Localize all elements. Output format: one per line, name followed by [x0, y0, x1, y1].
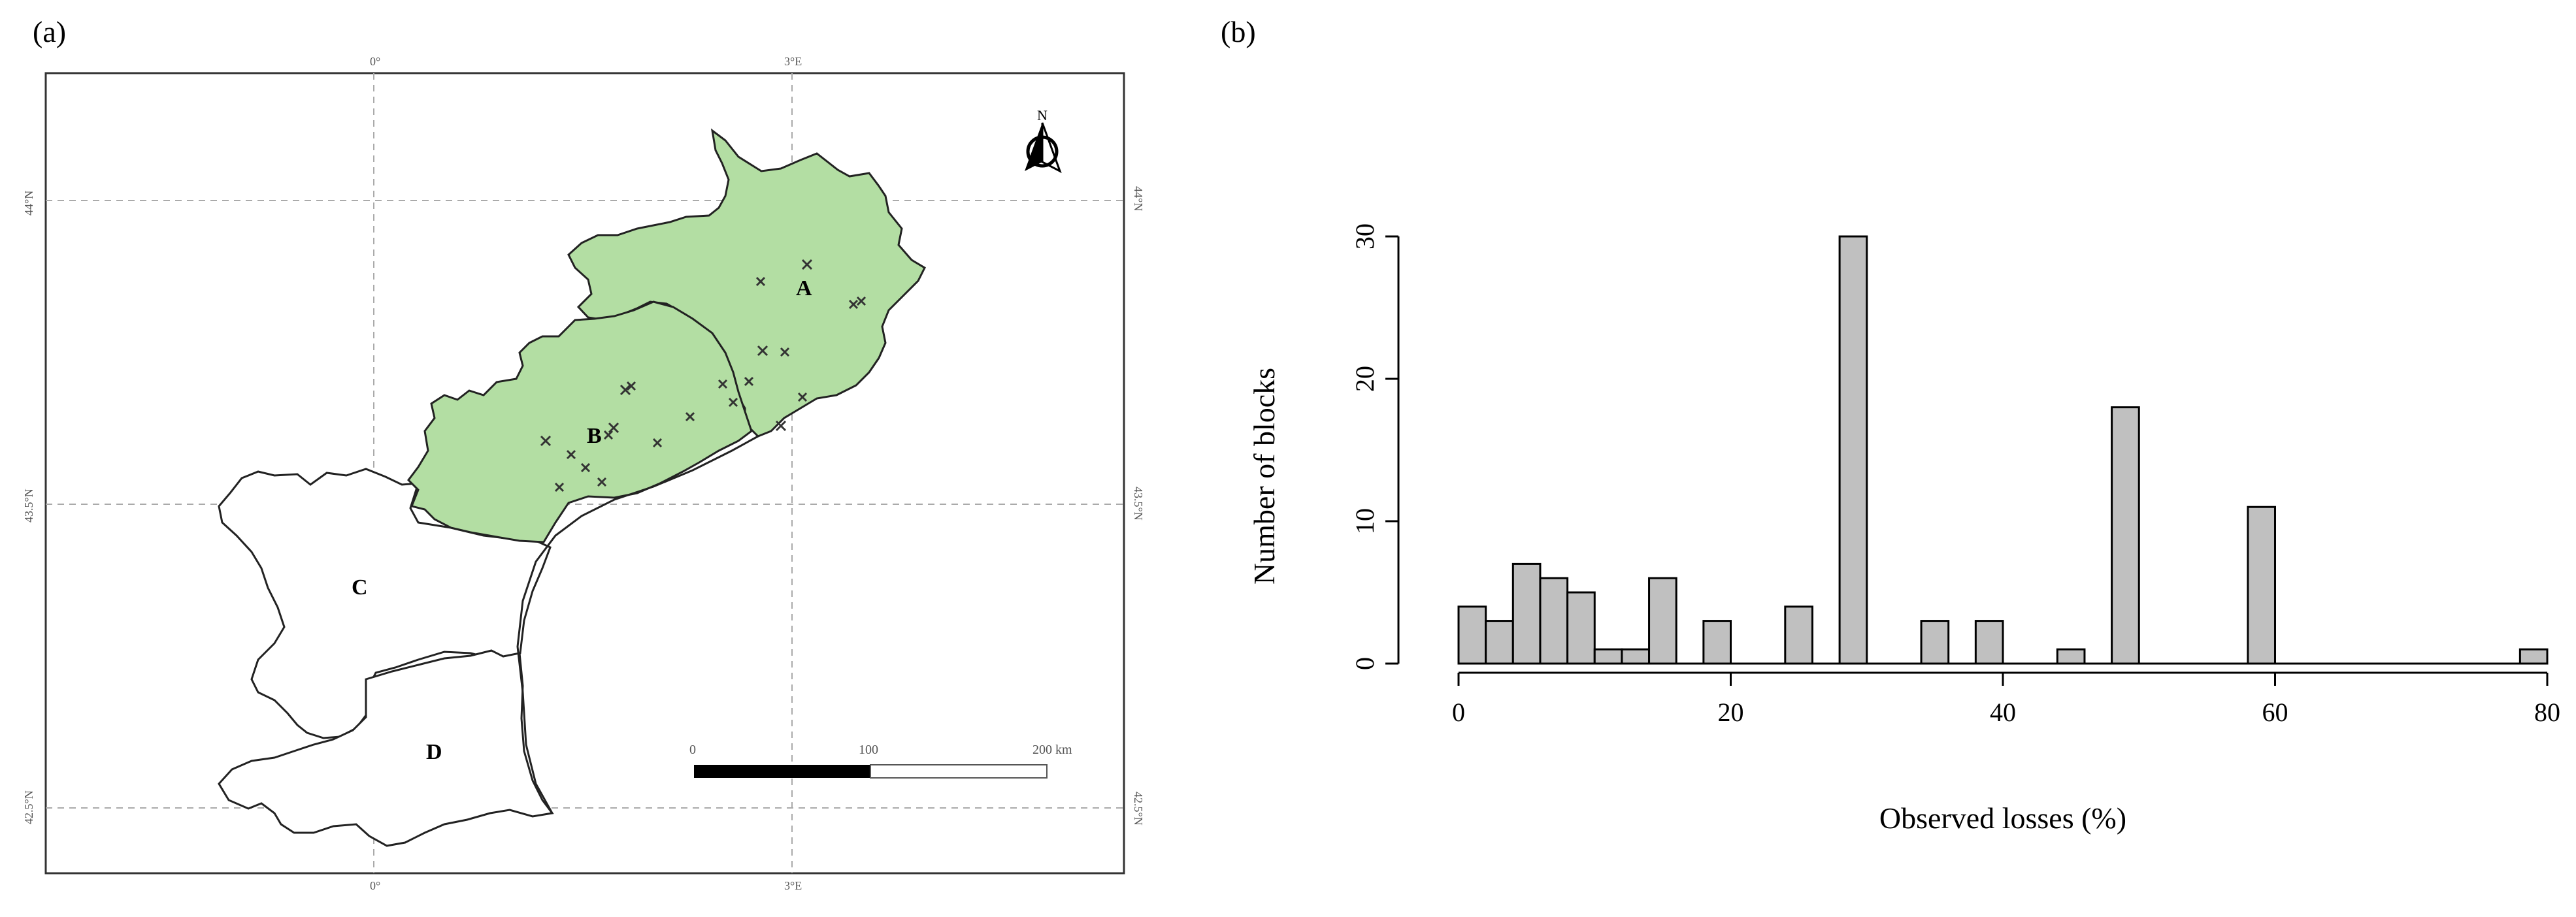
map-figure: 0° 3°E 0° 3°E 44°N 43.5°N 42.5°N 44°N 43…	[22, 55, 1145, 892]
histogram-bar-12	[1974, 620, 2004, 665]
histogram-bar-0	[1457, 605, 1487, 665]
histogram-bar-11	[1920, 620, 1950, 665]
lon-label-bottom-3e: 3°E	[784, 879, 802, 892]
histogram-bar-4	[1566, 591, 1596, 665]
histogram-bar-7	[1648, 577, 1677, 665]
scale-bar	[694, 764, 1048, 779]
lat-label-right-43-5: 43.5°N	[1132, 487, 1145, 521]
y-tick-label-10: 10	[1350, 508, 1379, 534]
histogram-bar-6	[1621, 648, 1651, 665]
coastline	[516, 435, 759, 814]
panel-label-b: (b)	[1221, 15, 1256, 48]
north-label: N	[1037, 107, 1048, 123]
histogram-bar-2	[1511, 562, 1542, 665]
lat-label-right-44: 44°N	[1132, 186, 1145, 211]
histogram-bar-15	[2247, 506, 2277, 665]
region-label-a: A	[796, 276, 812, 300]
north-arrow-icon	[1025, 122, 1062, 174]
y-tick-label-20: 20	[1350, 366, 1379, 392]
sample-markers	[540, 259, 867, 492]
region-label-d: D	[426, 740, 442, 764]
scale-tick-200: 200 km	[1032, 743, 1072, 757]
histogram-bar-5	[1593, 648, 1623, 665]
scale-tick-0: 0	[689, 743, 696, 757]
histogram-bar-9	[1784, 605, 1813, 665]
lat-label-left-43-5: 43.5°N	[22, 489, 35, 523]
x-tick-label-80: 80	[2534, 698, 2560, 727]
histogram-bar-16	[2518, 648, 2549, 665]
x-tick-label-0: 0	[1452, 698, 1465, 727]
panel-label-a: (a)	[33, 15, 67, 48]
histogram-bar-14	[2111, 406, 2140, 665]
histogram-axes: 0 20 40 60 80 0 10 20 30	[1350, 223, 2560, 727]
histogram-bar-3	[1539, 577, 1569, 665]
x-axis-title: Observed losses (%)	[1879, 801, 2126, 835]
y-tick-label-30: 30	[1350, 223, 1379, 249]
region-label-c: C	[352, 575, 368, 600]
x-tick-label-40: 40	[1990, 698, 2016, 727]
lon-label-top-3e: 3°E	[784, 55, 802, 68]
y-tick-label-0: 0	[1350, 657, 1379, 670]
lon-label-bottom-0: 0°	[370, 879, 380, 892]
lat-label-left-42-5: 42.5°N	[22, 790, 35, 824]
region-c	[218, 468, 552, 739]
histogram-bars	[1457, 235, 2549, 665]
histogram-bar-13	[2056, 648, 2086, 665]
y-axis-title: Number of blocks	[1247, 368, 1281, 585]
histogram-bar-1	[1485, 620, 1514, 665]
lat-label-left-44: 44°N	[22, 191, 35, 216]
scale-tick-100: 100	[859, 743, 878, 757]
lon-label-top-0: 0°	[370, 55, 380, 68]
x-tick-label-60: 60	[2262, 698, 2288, 727]
region-label-b: B	[587, 424, 602, 448]
x-tick-label-20: 20	[1718, 698, 1744, 727]
histogram-bar-10	[1838, 235, 1868, 665]
region-b[interactable]	[407, 300, 753, 543]
map-frame	[44, 72, 1125, 875]
lat-label-right-42-5: 42.5°N	[1132, 792, 1145, 826]
region-d	[218, 649, 554, 847]
histogram-bar-8	[1702, 620, 1732, 665]
